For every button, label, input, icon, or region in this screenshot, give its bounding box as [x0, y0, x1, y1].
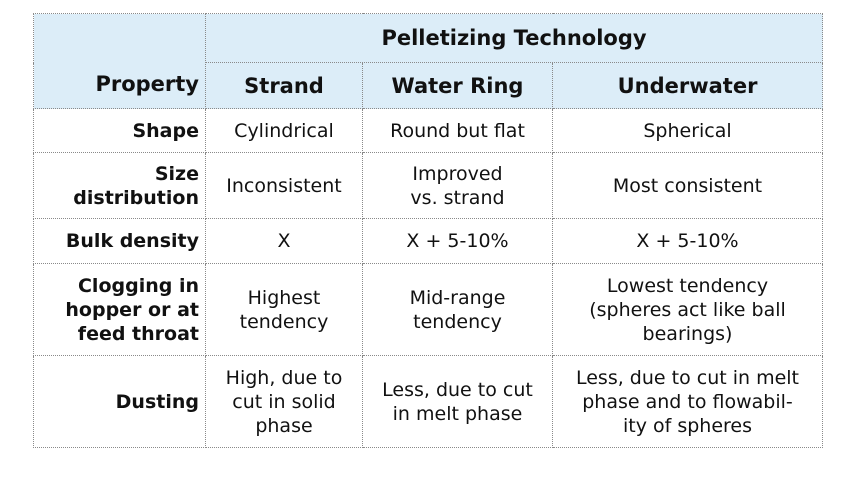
- cell-underwater: Lowest tendency (spheres act like ball b…: [551, 263, 824, 356]
- cell-strand: Cylindrical: [205, 108, 363, 153]
- cell-water-ring: X + 5-10%: [362, 218, 553, 264]
- column-header-strand: Strand: [205, 62, 363, 109]
- table-row: Dusting High, due to cut in solid phase …: [33, 355, 824, 448]
- row-label-clogging: Clogging in hopper or at feed throat: [33, 263, 206, 356]
- cell-water-ring: Mid-range tendency: [362, 263, 553, 356]
- property-header: Property: [33, 13, 206, 109]
- column-header-underwater: Underwater: [551, 62, 824, 109]
- group-header: Pelletizing Technology: [204, 13, 824, 63]
- row-label-bulk-density: Bulk density: [33, 218, 206, 264]
- row-label-size-distribution: Size distribution: [33, 152, 206, 219]
- cell-strand: Inconsistent: [205, 152, 363, 219]
- table-row: Clogging in hopper or at feed throat Hig…: [33, 263, 824, 356]
- cell-water-ring: Less, due to cut in melt phase: [362, 355, 553, 448]
- cell-strand: High, due to cut in solid phase: [205, 355, 363, 448]
- table-row: Shape Cylindrical Round but flat Spheric…: [33, 108, 824, 153]
- cell-underwater: Spherical: [551, 108, 824, 153]
- table-row: Size distribution Inconsistent Improved …: [33, 152, 824, 219]
- cell-water-ring: Improved vs. strand: [362, 152, 553, 219]
- header-row-group: Property Pelletizing Technology: [33, 13, 824, 109]
- row-label-dusting: Dusting: [33, 355, 206, 448]
- cell-strand: Highest tendency: [205, 263, 363, 356]
- cell-underwater: Most consistent: [551, 152, 824, 219]
- cell-underwater: Less, due to cut in melt phase and to fl…: [551, 355, 824, 448]
- cell-strand: X: [205, 218, 363, 264]
- table-row: Bulk density X X + 5-10% X + 5-10%: [33, 218, 824, 264]
- comparison-table: Property Pelletizing Technology Strand W…: [33, 13, 824, 448]
- cell-underwater: X + 5-10%: [551, 218, 824, 264]
- column-header-water-ring: Water Ring: [362, 62, 553, 109]
- row-label-shape: Shape: [33, 108, 206, 153]
- cell-water-ring: Round but flat: [362, 108, 553, 153]
